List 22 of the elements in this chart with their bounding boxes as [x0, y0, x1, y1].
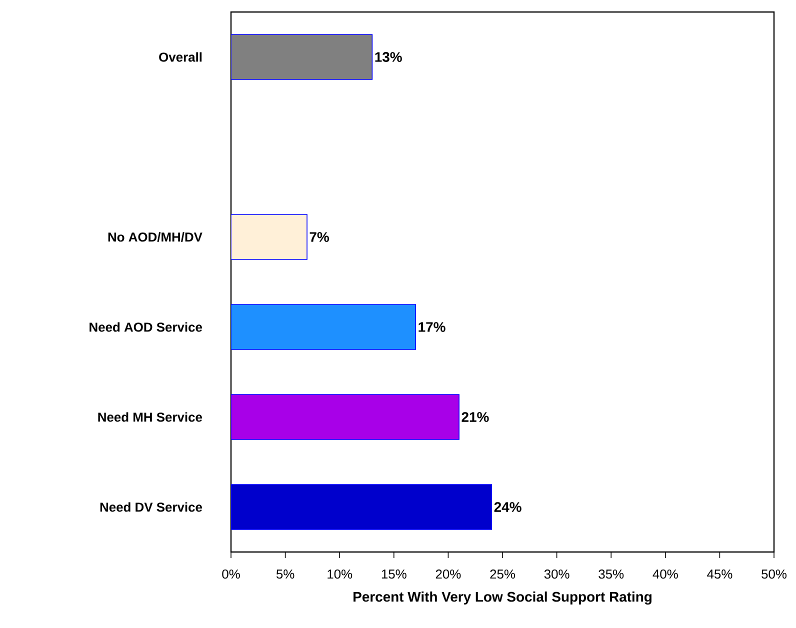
x-tick-label: 10%: [328, 570, 352, 579]
data-label: 21%: [462, 412, 489, 422]
x-tick-label: 20%: [436, 570, 461, 579]
data-label: 24%: [494, 502, 522, 512]
x-axis-title: Percent With Very Low Social Support Rating: [354, 592, 652, 605]
y-tick-label: No AOD/MH/DV: [108, 232, 202, 242]
y-tick-label: Need DV Service: [100, 502, 202, 512]
data-label: 7%: [310, 232, 330, 242]
x-tick-label: 40%: [652, 570, 678, 579]
data-label: 17%: [418, 322, 446, 332]
x-tick-label: 45%: [707, 570, 732, 579]
y-tick-label: Need AOD Service: [90, 322, 202, 332]
y-tick-label: Need MH Service: [98, 412, 202, 422]
x-tick-label: 35%: [598, 570, 624, 579]
x-tick-label: 30%: [544, 570, 570, 579]
x-tick-label: 0%: [222, 570, 240, 579]
x-tick-label: 50%: [762, 570, 787, 579]
x-tick-label: 5%: [276, 570, 294, 579]
y-tick-label: Overall: [159, 52, 202, 62]
x-tick-label: 25%: [490, 570, 516, 579]
data-label: 13%: [375, 52, 402, 62]
x-tick-label: 15%: [382, 570, 406, 579]
